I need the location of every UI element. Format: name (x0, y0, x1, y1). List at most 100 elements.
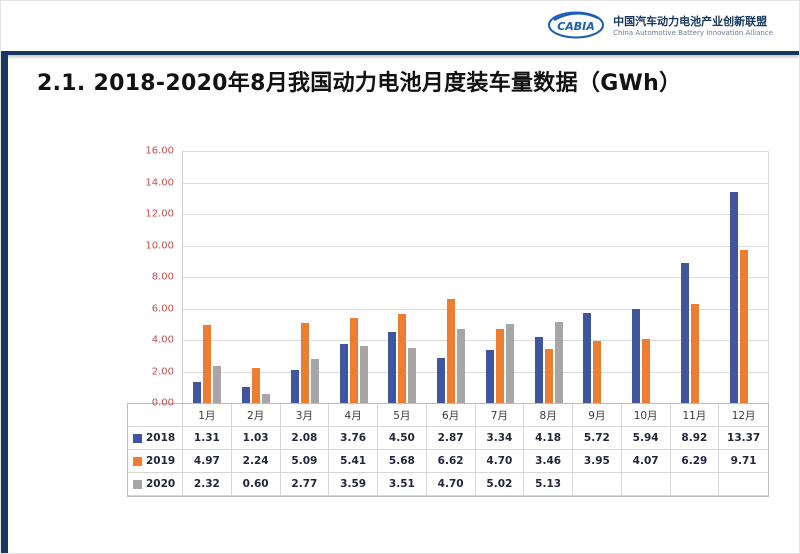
value-cell: 2.24 (231, 450, 281, 473)
bar-2020 (213, 366, 222, 403)
y-tick-label: 10.00 (145, 240, 174, 251)
bar-group (329, 151, 378, 403)
y-tick-label: 2.00 (151, 366, 174, 377)
data-table: 1月 2月 3月 4月 5月 6月 7月 8月 9月 10月 11月 12月 2018 1.31 1.03 2… (127, 403, 769, 497)
value-cell: 5.13 (524, 473, 573, 496)
value-cell: 6.29 (670, 450, 720, 473)
header: CABIA 中国汽车动力电池产业创新联盟 China Automotive Ba… (1, 1, 799, 51)
y-tick-label: 4.00 (151, 334, 174, 346)
value-cell: 0.60 (231, 473, 281, 496)
bar-2018 (485, 350, 494, 403)
gridline (183, 277, 768, 278)
legend-color-icon (133, 479, 142, 489)
bar-2020 (457, 328, 466, 403)
bar-2019 (349, 317, 358, 403)
y-axis: 16.00 14.00 12.00 10.00 8.00 6.00 4.00 2.00 0.00 (127, 146, 182, 409)
plot-row: 16.00 14.00 12.00 10.00 8.00 6.00 4.00 2.00 0.00 (127, 146, 769, 409)
value-cell: 3.76 (329, 427, 378, 450)
month-header-cell: 5月 (378, 404, 427, 427)
bar-2018 (680, 262, 689, 403)
value-cell (573, 473, 622, 496)
cabia-logo-icon: CABIA (547, 7, 605, 45)
bar-2020 (408, 347, 417, 403)
bar-group (719, 151, 768, 403)
bar-2018 (388, 332, 397, 403)
page-title: 2.1. 2018-2020年8月我国动力电池月度装车量数据（GWh） (37, 71, 682, 96)
plot-area (182, 151, 769, 403)
bar-2018 (632, 309, 641, 403)
y-tick-label: 16.00 (145, 145, 174, 157)
bar-2018 (534, 337, 543, 403)
bar-2019 (398, 313, 407, 403)
bar-2019 (593, 340, 602, 403)
value-cell: 13.37 (719, 427, 768, 450)
bar-2018 (290, 370, 299, 403)
bar-2020 (359, 346, 368, 403)
value-cell: 5.68 (378, 450, 427, 473)
gridline (183, 340, 768, 341)
month-header-cell: 2月 (231, 404, 281, 427)
bar-2018 (193, 382, 202, 403)
value-cell: 2.32 (183, 473, 232, 496)
bar-group (573, 151, 622, 403)
bar-2018 (339, 343, 348, 403)
value-cell: 3.59 (329, 473, 378, 496)
y-tick-label: 14.00 (145, 177, 174, 188)
value-cell: 1.31 (183, 427, 232, 450)
bar-2019 (739, 250, 748, 403)
month-header-cell: 11月 (670, 404, 720, 427)
value-cell (670, 473, 720, 496)
y-tick-label: 8.00 (151, 271, 174, 283)
bar-2018 (437, 357, 446, 403)
y-tick-label: 12.00 (145, 208, 174, 220)
bar-2020 (554, 322, 563, 403)
bar-group (183, 151, 232, 403)
legend-cell-2018: 2018 (128, 427, 183, 450)
value-cell: 4.07 (621, 450, 671, 473)
bar-2018 (729, 192, 738, 403)
gridline (183, 371, 768, 373)
bar-group (524, 151, 573, 403)
org-name-en: China Automotive Battery Innovation Alli… (613, 28, 773, 37)
bar-2020 (262, 393, 271, 403)
value-cell: 8.92 (670, 427, 720, 450)
value-cell: 5.72 (573, 427, 622, 450)
value-cell: 3.51 (378, 473, 427, 496)
bar-2019 (495, 328, 504, 403)
corner-cell (128, 404, 183, 427)
gridline (183, 245, 768, 247)
month-header-cell: 8月 (524, 404, 573, 427)
bar-group (232, 151, 281, 403)
value-cell: 6.62 (426, 450, 476, 473)
gridline (183, 182, 768, 184)
logo: CABIA 中国汽车动力电池产业创新联盟 China Automotive Ba… (547, 7, 773, 45)
value-cell: 3.95 (573, 450, 622, 473)
y-tick-label: 6.00 (151, 303, 174, 314)
bar-2019 (544, 348, 553, 403)
header-divider (1, 51, 799, 55)
month-header-cell: 9月 (573, 404, 622, 427)
value-cell: 5.94 (621, 427, 671, 450)
bar-2019 (300, 322, 309, 403)
month-header-cell: 3月 (280, 404, 330, 427)
bar-2018 (583, 312, 592, 403)
value-cell: 1.03 (231, 427, 281, 450)
gridline (183, 214, 768, 215)
value-cell (719, 473, 768, 496)
value-cell: 2.08 (280, 427, 330, 450)
y-tick-label: 0.00 (151, 397, 174, 409)
bar-2019 (447, 298, 456, 403)
bar-2018 (242, 386, 251, 403)
value-cell: 3.34 (475, 427, 525, 450)
legend-cell-2020: 2020 (128, 473, 183, 496)
bar-group (476, 151, 525, 403)
value-cell: 2.87 (426, 427, 476, 450)
month-header-cell: 1月 (183, 404, 232, 427)
bar-group (281, 151, 330, 403)
bar-group (378, 151, 427, 403)
bar-group (427, 151, 476, 403)
legend-color-icon (133, 456, 142, 466)
chart: 16.00 14.00 12.00 10.00 8.00 6.00 4.00 2.00 0.00… (127, 146, 769, 497)
value-cell: 4.70 (426, 473, 476, 496)
bar-2020 (310, 359, 319, 403)
